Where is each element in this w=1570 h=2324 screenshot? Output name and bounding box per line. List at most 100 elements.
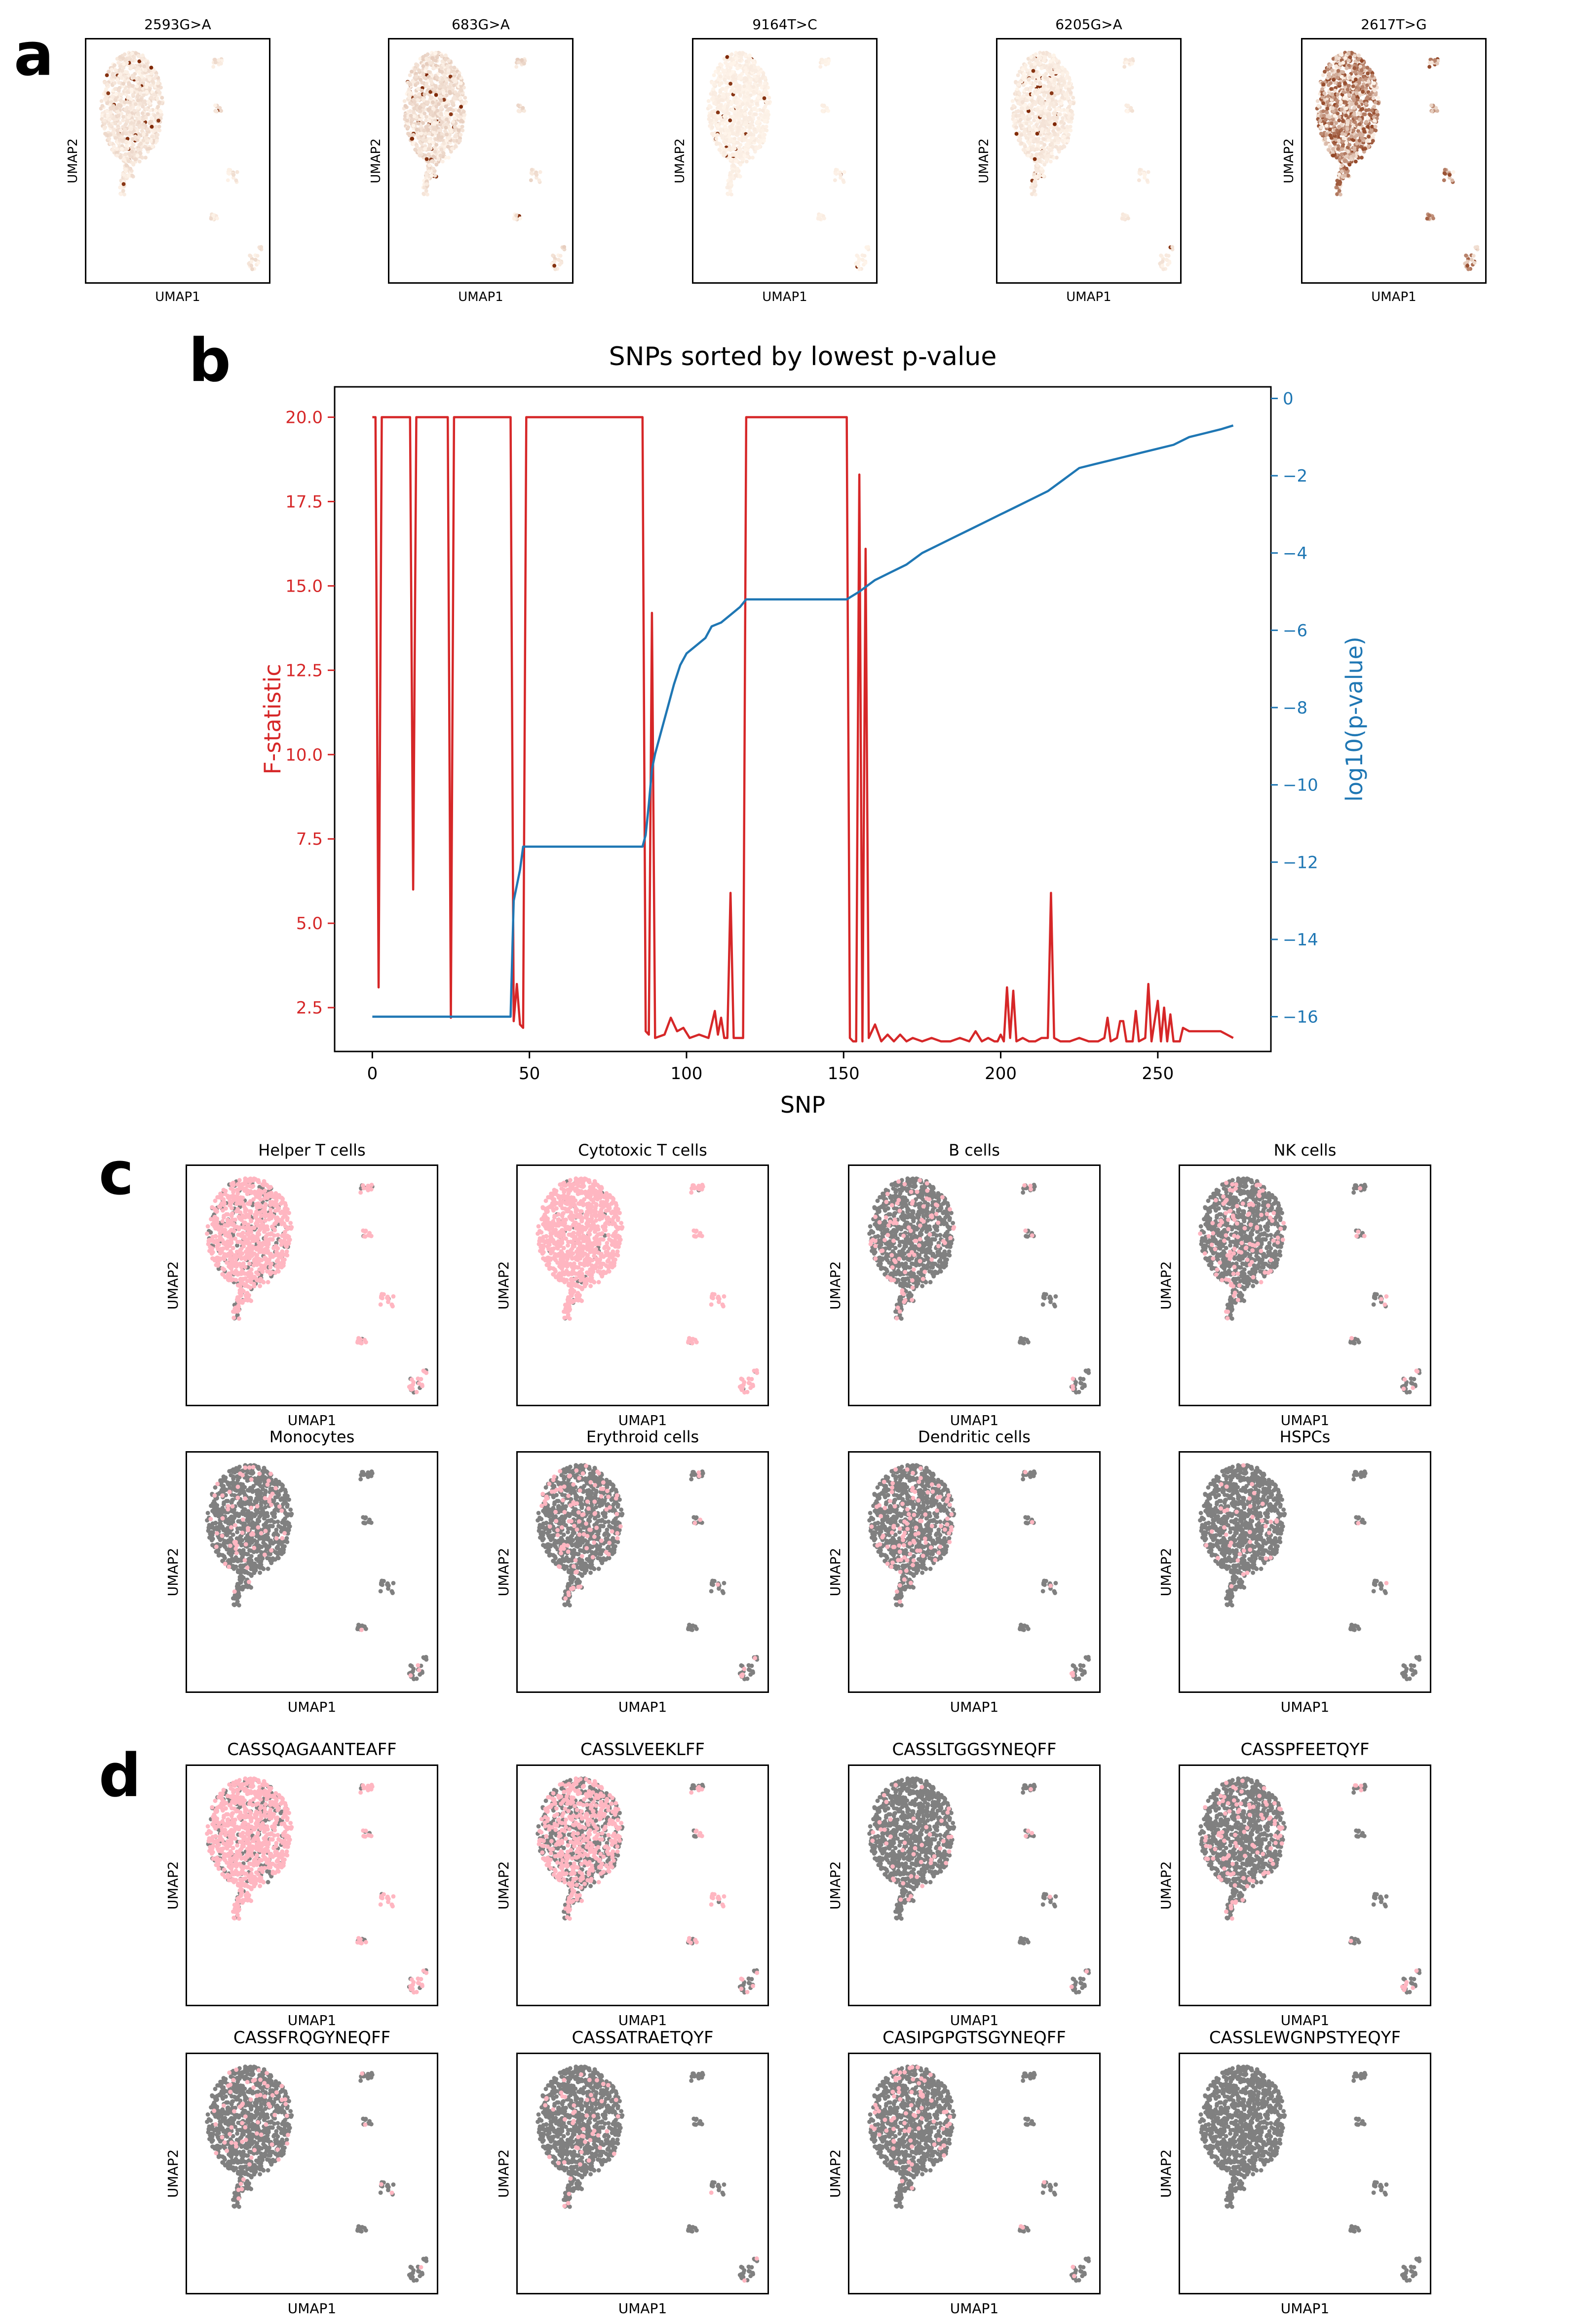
x-tick-label: 0 xyxy=(367,1064,378,1084)
umap-title: CASSLTGGSYNEQFF xyxy=(848,1740,1101,1760)
x-tick-label: 150 xyxy=(828,1064,860,1084)
umap-ylabel: UMAP2 xyxy=(827,2099,841,2248)
umap-ylabel: UMAP2 xyxy=(827,1498,841,1646)
umap-frame xyxy=(848,2053,1101,2294)
umap-frame xyxy=(1179,1764,1431,2006)
umap-frame xyxy=(186,1764,438,2006)
umap-ylabel: UMAP2 xyxy=(496,1811,509,1959)
umap-xlabel: UMAP1 xyxy=(186,2300,438,2317)
umap-ylabel: UMAP2 xyxy=(1158,1498,1172,1646)
umap-title: Erythroid cells xyxy=(516,1427,769,1446)
umap-frame xyxy=(1179,2053,1431,2294)
right-y-tick-label: 0 xyxy=(1283,389,1294,409)
left-y-tick-label: 2.5 xyxy=(296,998,323,1018)
plot-frame xyxy=(335,387,1271,1051)
umap-ylabel: UMAP2 xyxy=(165,1498,179,1646)
umap-points xyxy=(849,1766,1099,2005)
right-y-tick-label: −12 xyxy=(1283,853,1318,872)
log10-pvalue-line xyxy=(372,425,1233,1016)
umap-xlabel: UMAP1 xyxy=(848,2012,1101,2028)
umap-xlabel: UMAP1 xyxy=(848,1699,1101,1715)
left-y-tick-label: 7.5 xyxy=(296,829,323,849)
umap-xlabel: UMAP1 xyxy=(516,1412,769,1428)
x-tick-label: 100 xyxy=(671,1064,703,1084)
umap-ylabel: UMAP2 xyxy=(165,1811,179,1959)
f-statistic-line xyxy=(372,417,1233,1042)
umap-points xyxy=(518,2054,767,2293)
umap-title: CASSATRAETQYF xyxy=(516,2028,769,2048)
umap-title: Dendritic cells xyxy=(848,1427,1101,1446)
umap-xlabel: UMAP1 xyxy=(1179,2300,1431,2317)
umap-ylabel: UMAP2 xyxy=(1158,1211,1172,1359)
umap-points xyxy=(187,2054,437,2293)
umap-title: HSPCs xyxy=(1179,1427,1431,1446)
umap-ylabel: UMAP2 xyxy=(1158,2099,1172,2248)
umap-frame xyxy=(516,1451,769,1693)
umap-xlabel: UMAP1 xyxy=(186,1699,438,1715)
umap-xlabel: UMAP1 xyxy=(848,1412,1101,1428)
umap-title: CASSLVEEKLFF xyxy=(516,1740,769,1760)
umap-xlabel: UMAP1 xyxy=(186,2012,438,2028)
umap-ylabel: UMAP2 xyxy=(165,1211,179,1359)
umap-title: Helper T cells xyxy=(186,1141,438,1160)
left-y-axis-label: F-statistic xyxy=(259,664,286,774)
umap-points xyxy=(849,1453,1099,1691)
right-y-tick-label: −14 xyxy=(1283,930,1318,950)
umap-points xyxy=(1180,1766,1430,2005)
left-y-tick-label: 5.0 xyxy=(296,914,323,934)
umap-title: CASSFRQGYNEQFF xyxy=(186,2028,438,2048)
umap-xlabel: UMAP1 xyxy=(516,2300,769,2317)
umap-frame xyxy=(848,1764,1101,2006)
right-y-tick-label: −2 xyxy=(1283,466,1307,486)
umap-xlabel: UMAP1 xyxy=(1179,1412,1431,1428)
umap-points xyxy=(518,1166,767,1405)
umap-ylabel: UMAP2 xyxy=(496,2099,509,2248)
umap-frame xyxy=(186,1164,438,1406)
umap-points xyxy=(187,1453,437,1691)
umap-points xyxy=(518,1453,767,1691)
right-y-tick-label: −16 xyxy=(1283,1008,1318,1027)
umap-points xyxy=(849,2054,1099,2293)
umap-xlabel: UMAP1 xyxy=(516,1699,769,1715)
umap-title: CASSLEWGNPSTYEQYF xyxy=(1179,2028,1431,2048)
umap-points xyxy=(849,1166,1099,1405)
umap-ylabel: UMAP2 xyxy=(827,1211,841,1359)
umap-title: Monocytes xyxy=(186,1427,438,1446)
left-y-tick-label: 20.0 xyxy=(285,408,323,428)
umap-title: CASIPGPGTSGYNEQFF xyxy=(848,2028,1101,2048)
right-y-tick-label: −10 xyxy=(1283,776,1318,795)
umap-points xyxy=(518,1766,767,2005)
umap-frame xyxy=(516,1164,769,1406)
umap-ylabel: UMAP2 xyxy=(1158,1811,1172,1959)
panel-letter-d: d xyxy=(99,1747,141,1806)
x-tick-label: 200 xyxy=(985,1064,1017,1084)
left-y-tick-label: 12.5 xyxy=(285,661,323,680)
umap-points xyxy=(1180,1453,1430,1691)
umap-frame xyxy=(186,1451,438,1693)
umap-xlabel: UMAP1 xyxy=(516,2012,769,2028)
umap-title: B cells xyxy=(848,1141,1101,1160)
umap-frame xyxy=(186,2053,438,2294)
umap-points xyxy=(1180,2054,1430,2293)
umap-xlabel: UMAP1 xyxy=(1179,1699,1431,1715)
umap-title: NK cells xyxy=(1179,1141,1431,1160)
left-y-tick-label: 10.0 xyxy=(285,745,323,765)
umap-title: CASSPFEETQYF xyxy=(1179,1740,1431,1760)
umap-title: Cytotoxic T cells xyxy=(516,1141,769,1160)
umap-ylabel: UMAP2 xyxy=(827,1811,841,1959)
umap-points xyxy=(1180,1166,1430,1405)
umap-frame xyxy=(1179,1164,1431,1406)
umap-title: CASSQAGAANTEAFF xyxy=(186,1740,438,1760)
